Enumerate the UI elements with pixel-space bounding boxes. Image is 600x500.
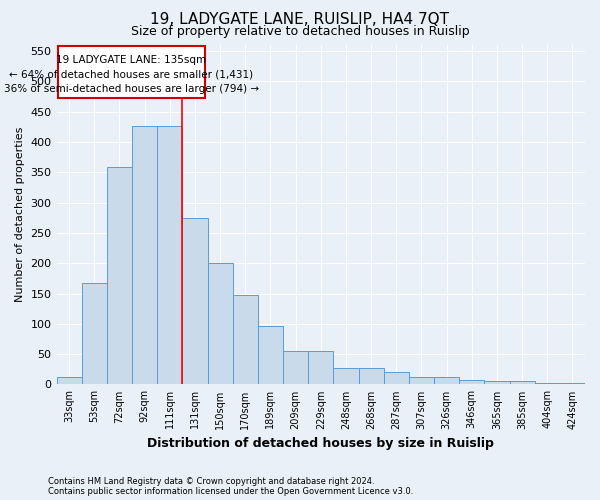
Bar: [56, 376, 82, 384]
Bar: [258, 326, 283, 384]
Bar: [334, 368, 359, 384]
Text: Size of property relative to detached houses in Ruislip: Size of property relative to detached ho…: [131, 25, 469, 38]
Bar: [535, 382, 560, 384]
Bar: [182, 218, 208, 384]
FancyBboxPatch shape: [58, 46, 205, 98]
Bar: [434, 377, 459, 384]
Bar: [82, 282, 107, 384]
Text: Contains HM Land Registry data © Crown copyright and database right 2024.: Contains HM Land Registry data © Crown c…: [48, 478, 374, 486]
Bar: [208, 263, 233, 384]
Text: 19 LADYGATE LANE: 135sqm: 19 LADYGATE LANE: 135sqm: [56, 54, 206, 64]
Bar: [560, 382, 585, 384]
Bar: [157, 126, 182, 384]
Bar: [132, 126, 157, 384]
Bar: [383, 372, 409, 384]
Bar: [283, 351, 308, 384]
Y-axis label: Number of detached properties: Number of detached properties: [15, 127, 25, 302]
Bar: [308, 351, 334, 384]
Text: Contains public sector information licensed under the Open Government Licence v3: Contains public sector information licen…: [48, 488, 413, 496]
Bar: [459, 380, 484, 384]
Text: 19, LADYGATE LANE, RUISLIP, HA4 7QT: 19, LADYGATE LANE, RUISLIP, HA4 7QT: [151, 12, 449, 28]
Text: 36% of semi-detached houses are larger (794) →: 36% of semi-detached houses are larger (…: [4, 84, 259, 94]
Bar: [509, 382, 535, 384]
Text: ← 64% of detached houses are smaller (1,431): ← 64% of detached houses are smaller (1,…: [10, 70, 253, 80]
Bar: [107, 168, 132, 384]
X-axis label: Distribution of detached houses by size in Ruislip: Distribution of detached houses by size …: [148, 437, 494, 450]
Bar: [233, 294, 258, 384]
Bar: [409, 377, 434, 384]
Bar: [359, 368, 383, 384]
Bar: [484, 382, 509, 384]
